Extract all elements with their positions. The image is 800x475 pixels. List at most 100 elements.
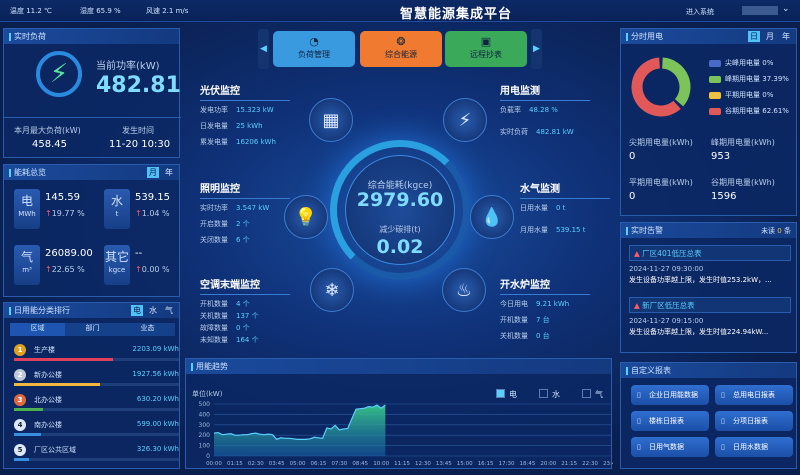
report-button-label: 楼栋日报表 — [649, 417, 684, 425]
stat-value: 1596 — [711, 191, 737, 202]
x-tick-label: 06:15 — [311, 461, 327, 467]
report-button[interactable]: 日用水数据 — [715, 437, 793, 457]
monitor-value: 2 个 — [236, 220, 250, 228]
y-axis-label: 单位(kW) — [192, 390, 223, 398]
legend-pct: 0% — [762, 59, 774, 67]
monitor-label: 故障数量 — [200, 324, 228, 332]
series-area — [214, 405, 386, 456]
subtab-business[interactable]: 业态 — [140, 324, 155, 332]
nav-button-label: 远程抄表 — [470, 50, 502, 59]
tab-water[interactable]: 水 — [149, 306, 157, 315]
tab-day[interactable]: 日 — [748, 31, 760, 42]
legend-swatch — [709, 107, 721, 115]
arrow-up-icon: ↑ — [45, 265, 52, 274]
chevron-down-icon[interactable]: ⌄ — [782, 4, 790, 14]
subtab-area[interactable]: 区域 — [10, 323, 65, 336]
chart-legend-item[interactable]: 水 — [539, 389, 560, 400]
nav-button-1[interactable]: ❂ 综合能源 — [360, 31, 442, 67]
panel-title: 日用能分类排行 — [14, 306, 70, 315]
monitor-label: 今日用电 — [500, 300, 528, 308]
monitor-value: 482.81 kW — [536, 128, 574, 136]
enter-system-link[interactable]: 进入系统 — [686, 8, 714, 16]
overview-tile: 其它 kgce — [104, 245, 130, 285]
ranking-item[interactable]: 5 厂区公共区域 326.30 kWh — [14, 444, 179, 475]
energy-overview-panel: 能耗总览 月年 电 MWh 145.59 ↑19.77 % 水 t 539.15 ↑1.04 … — [3, 164, 180, 297]
x-tick-label: 10:00 — [373, 461, 389, 467]
tab-gas[interactable]: 气 — [165, 306, 173, 315]
nav-button-2[interactable]: ▣ 远程抄表 — [445, 31, 527, 67]
report-button[interactable]: 分项日报表 — [715, 411, 793, 431]
monitor-value: 0 个 — [236, 324, 250, 332]
nav-button-0[interactable]: ◔ 负荷管理 — [273, 31, 355, 67]
alarm-item[interactable]: ▲ 厂区401低压总表 2024-11-27 09:30:00 发生设备功率越上限，… — [629, 245, 791, 285]
ranking-value: 630.20 kWh — [136, 395, 179, 403]
report-button[interactable]: 企业日用能数据 — [631, 385, 709, 405]
panel-title: 分时用电 — [631, 32, 663, 41]
monitor-label: 累发电量 — [200, 138, 228, 146]
ranking-item[interactable]: 4 南办公楼 599.00 kWh — [14, 419, 179, 450]
time-of-use-panel: 分时用电 日月年 尖峰用电量 0% 峰期用电量 37.39% 平期用电量 0% 谷期用… — [620, 28, 797, 216]
x-tick-label: 00:00 — [206, 461, 222, 467]
ac-monitor: 空调末端监控 开机数量 4 个关机数量 137 个故障数量 0 个未知数量 164 个 — [200, 276, 290, 347]
pv-monitor: 光伏监控 发电功率 15.323 kW 日发电量 25 kWh 累发电量 16206 kWh — [200, 82, 290, 153]
legend-checkbox — [582, 389, 591, 398]
chart-legend-item[interactable]: 气 — [582, 389, 603, 400]
energy-unit: kgce — [108, 266, 126, 274]
report-button-label: 总用电日报表 — [733, 391, 775, 399]
ranking-item[interactable]: 3 北办公楼 630.20 kWh — [14, 394, 179, 425]
ranking-item[interactable]: 1 生产楼 2203.09 kWh — [14, 344, 179, 375]
report-button-label: 日用气数据 — [649, 443, 684, 451]
x-tick-label: 15:00 — [457, 461, 473, 467]
x-tick-label: 22:30 — [582, 461, 598, 467]
subtab-department[interactable]: 部门 — [85, 324, 100, 332]
x-tick-label: 01:15 — [227, 461, 243, 467]
legend-checkbox — [539, 389, 548, 398]
report-button[interactable]: 总用电日报表 — [715, 385, 793, 405]
alarm-item[interactable]: ▲ 新厂区低压总表 2024-11-27 09:15:00 发生设备功率越上限，发生… — [629, 297, 791, 337]
energy-value: 145.59 — [45, 192, 80, 203]
monitor-label: 开启数量 — [200, 220, 228, 228]
ranking-value: 1927.56 kWh — [132, 370, 179, 378]
max-load-value: 458.45 — [32, 139, 67, 150]
donut-chart — [631, 57, 691, 117]
unread-label: 未读 — [761, 227, 776, 235]
tab-year[interactable]: 年 — [165, 168, 173, 177]
legend-item: 谷期用电量 62.61% — [709, 103, 789, 119]
monitor-title: 开水炉监控 — [500, 276, 590, 295]
tab-month[interactable]: 月 — [147, 167, 159, 178]
tab-electric[interactable]: 电 — [131, 305, 143, 316]
stat-label: 尖期用电量(kWh) — [629, 138, 693, 147]
nav-next-button[interactable]: ▶ — [531, 29, 542, 69]
rank-badge: 2 — [14, 369, 26, 381]
nav-prev-button[interactable]: ◀ — [258, 29, 269, 69]
temperature: 温度 11.2 ℃ — [10, 7, 52, 15]
alarm-name: 新厂区低压总表 — [642, 301, 695, 310]
series-line — [213, 404, 386, 441]
monitor-title: 空调末端监控 — [200, 276, 290, 295]
energy-type: 水 — [110, 194, 123, 208]
ranking-bar — [14, 408, 43, 411]
stat-label: 谷期用电量(kWh) — [711, 178, 775, 187]
monitor-value: 0 台 — [536, 332, 550, 340]
x-tick-label: 11:15 — [394, 461, 410, 467]
center-core — [345, 155, 455, 265]
report-button[interactable]: 楼栋日报表 — [631, 411, 709, 431]
monitor-value: 15.323 kW — [236, 106, 274, 114]
x-tick-label: 21:15 — [561, 461, 577, 467]
ranking-item[interactable]: 2 新办公楼 1927.56 kWh — [14, 369, 179, 400]
energy-value: 26089.00 — [45, 248, 93, 259]
tab-month[interactable]: 月 — [766, 32, 774, 41]
tab-year[interactable]: 年 — [782, 32, 790, 41]
legend-label: 平期用电量 — [725, 91, 760, 99]
y-tick-label: 300 — [199, 422, 211, 429]
x-tick-label: 18:45 — [519, 461, 535, 467]
report-button[interactable]: 日用气数据 — [631, 437, 709, 457]
ranking-name: 南办公楼 — [34, 421, 62, 429]
chart-legend-item[interactable]: 电 — [496, 389, 517, 400]
boiler-icon: ♨ — [442, 268, 486, 312]
energy-change: 19.77 % — [51, 209, 85, 218]
monitor-label: 月用水量 — [520, 226, 548, 234]
monitor-label: 发电功率 — [200, 106, 228, 114]
top-bar: 温度 11.2 ℃ 湿度 65.9 % 风速 2.1 m/s 智慧能源集成平台 … — [0, 0, 800, 22]
